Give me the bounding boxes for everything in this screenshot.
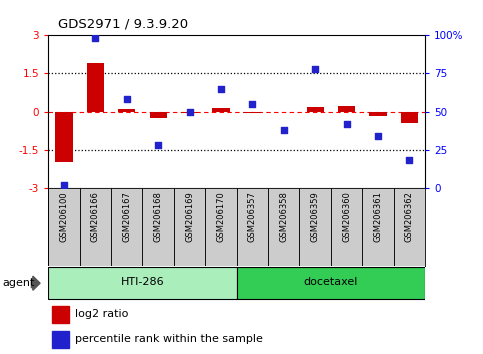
Bar [213, 108, 229, 112]
Bar [401, 112, 418, 123]
Bar [48, 188, 80, 266]
Bar [237, 188, 268, 266]
Bar [237, 267, 425, 299]
Text: GSM206361: GSM206361 [373, 192, 383, 242]
Text: GSM206166: GSM206166 [91, 192, 100, 242]
Bar [48, 267, 237, 299]
Point [249, 101, 256, 107]
Point [186, 109, 194, 114]
Text: percentile rank within the sample: percentile rank within the sample [75, 334, 263, 344]
Text: GSM206357: GSM206357 [248, 192, 257, 242]
Bar [362, 188, 394, 266]
Bar [244, 112, 261, 113]
Bar [394, 188, 425, 266]
Text: docetaxel: docetaxel [304, 278, 358, 287]
Bar [111, 188, 142, 266]
Point [217, 86, 225, 92]
Bar [80, 188, 111, 266]
Bar [118, 109, 135, 112]
Text: HTI-286: HTI-286 [121, 278, 164, 287]
Text: GSM206358: GSM206358 [279, 192, 288, 242]
Bar [268, 188, 299, 266]
Point [155, 142, 162, 148]
Bar [142, 188, 174, 266]
Bar [331, 188, 362, 266]
Point [374, 133, 382, 139]
Text: GSM206167: GSM206167 [122, 192, 131, 242]
Point [406, 158, 413, 163]
Text: agent: agent [2, 278, 35, 288]
Point [92, 36, 99, 41]
Point [343, 121, 351, 126]
Bar [52, 331, 69, 348]
Bar [150, 112, 167, 118]
Bar [205, 188, 237, 266]
Text: GSM206359: GSM206359 [311, 192, 320, 242]
Bar [369, 112, 386, 116]
Point [123, 97, 131, 102]
Bar [174, 188, 205, 266]
Point [280, 127, 288, 133]
Text: GSM206100: GSM206100 [59, 192, 69, 242]
Bar [338, 106, 355, 112]
Text: GSM206168: GSM206168 [154, 192, 163, 242]
Text: GDS2971 / 9.3.9.20: GDS2971 / 9.3.9.20 [58, 17, 188, 30]
Text: GSM206169: GSM206169 [185, 192, 194, 242]
Bar [56, 112, 72, 162]
Text: GSM206170: GSM206170 [216, 192, 226, 242]
Bar [87, 63, 104, 112]
Text: log2 ratio: log2 ratio [75, 309, 128, 319]
Text: GSM206362: GSM206362 [405, 192, 414, 242]
Text: GSM206360: GSM206360 [342, 192, 351, 242]
Point [60, 182, 68, 187]
Bar [307, 107, 324, 112]
Bar [52, 306, 69, 323]
Bar [181, 112, 198, 113]
Bar [299, 188, 331, 266]
Point [312, 66, 319, 72]
